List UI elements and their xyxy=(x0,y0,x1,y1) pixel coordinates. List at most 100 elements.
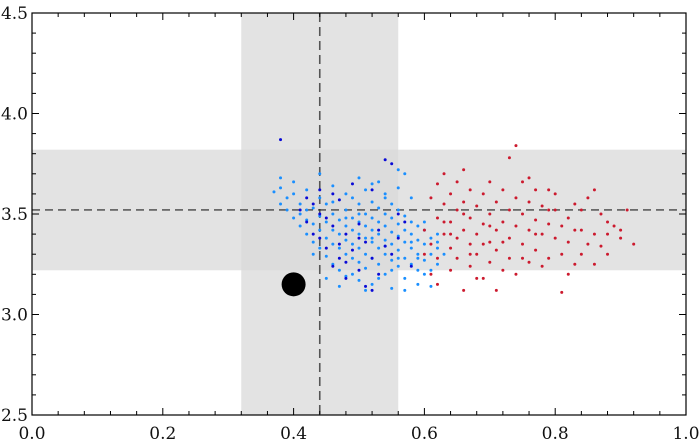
data-point xyxy=(442,232,446,236)
data-point xyxy=(403,240,407,244)
data-point xyxy=(475,276,479,280)
data-point xyxy=(449,268,453,272)
data-point xyxy=(324,254,328,258)
data-point xyxy=(403,256,407,260)
data-point xyxy=(344,238,348,242)
series-2 xyxy=(422,144,636,294)
data-point xyxy=(403,172,407,176)
data-point xyxy=(350,242,354,246)
data-point xyxy=(396,212,400,216)
data-point xyxy=(475,204,479,208)
data-point xyxy=(540,232,544,236)
data-point xyxy=(592,188,596,192)
data-point xyxy=(285,208,289,212)
data-point xyxy=(357,232,361,236)
data-point xyxy=(390,202,394,206)
data-point xyxy=(481,242,485,246)
data-point xyxy=(435,232,439,236)
data-point xyxy=(383,272,387,276)
data-point xyxy=(560,224,564,228)
x-tick-label: 0.4 xyxy=(280,424,307,444)
data-point xyxy=(527,228,531,232)
data-point xyxy=(468,242,472,246)
data-point xyxy=(344,276,348,280)
data-point xyxy=(632,242,636,246)
data-point xyxy=(350,256,354,260)
data-point xyxy=(606,252,610,256)
data-point xyxy=(416,252,420,256)
data-point xyxy=(370,256,374,260)
data-point xyxy=(547,188,551,192)
data-point xyxy=(370,200,374,204)
data-point xyxy=(521,242,524,246)
data-point xyxy=(357,176,361,180)
data-point xyxy=(488,224,492,228)
data-point xyxy=(377,272,381,276)
data-point xyxy=(324,276,328,280)
x-tick-label: 1.0 xyxy=(672,424,699,444)
data-point xyxy=(435,240,439,244)
data-points xyxy=(272,138,636,294)
data-point xyxy=(462,200,466,204)
x-tick-label: 0.0 xyxy=(18,424,45,444)
data-point xyxy=(416,238,420,242)
data-point xyxy=(390,242,394,246)
data-point xyxy=(344,208,348,212)
data-point xyxy=(442,252,446,256)
data-point xyxy=(390,252,394,256)
data-point xyxy=(553,236,557,240)
data-point xyxy=(390,268,394,272)
data-point xyxy=(579,228,583,232)
data-point xyxy=(370,236,374,240)
data-point xyxy=(318,236,322,240)
data-point xyxy=(292,192,296,196)
data-point xyxy=(337,232,341,236)
data-point xyxy=(396,248,400,252)
data-point xyxy=(573,228,577,232)
data-point xyxy=(494,248,498,252)
data-point xyxy=(429,272,433,276)
data-point xyxy=(553,208,557,212)
data-point xyxy=(449,232,453,236)
data-point xyxy=(409,246,413,250)
data-point xyxy=(527,176,531,180)
data-point xyxy=(364,252,368,256)
data-point xyxy=(560,252,564,256)
y-tick-label: 4.0 xyxy=(1,105,28,125)
data-point xyxy=(501,220,505,224)
y-tick-label: 4.5 xyxy=(1,4,28,24)
data-point xyxy=(488,240,492,244)
data-point xyxy=(534,248,538,252)
data-point xyxy=(488,180,492,184)
data-point xyxy=(370,216,374,220)
data-point xyxy=(305,220,309,224)
data-point xyxy=(364,284,368,288)
data-point xyxy=(350,228,354,232)
data-point xyxy=(311,202,315,206)
x-tick-label: 0.6 xyxy=(411,424,438,444)
y-tick-labels: 2.5 3.0 3.5 4.0 4.5 xyxy=(1,4,28,426)
data-point xyxy=(357,260,361,264)
data-point xyxy=(429,236,433,240)
data-point xyxy=(606,232,610,236)
data-point xyxy=(449,220,453,224)
data-point xyxy=(534,188,538,192)
data-point xyxy=(370,188,374,192)
data-point xyxy=(429,268,433,272)
data-point xyxy=(364,236,368,240)
data-point xyxy=(298,212,302,216)
data-point xyxy=(409,240,413,244)
data-point xyxy=(501,188,505,192)
data-point xyxy=(357,222,361,226)
data-point xyxy=(462,288,466,292)
data-point xyxy=(331,228,335,232)
data-point xyxy=(422,252,426,256)
y-tick-label: 3.5 xyxy=(1,205,28,225)
data-point xyxy=(331,212,335,216)
data-point xyxy=(279,202,283,206)
data-point xyxy=(521,180,524,184)
data-point xyxy=(429,252,433,256)
data-point xyxy=(619,236,623,240)
data-point xyxy=(390,216,394,220)
